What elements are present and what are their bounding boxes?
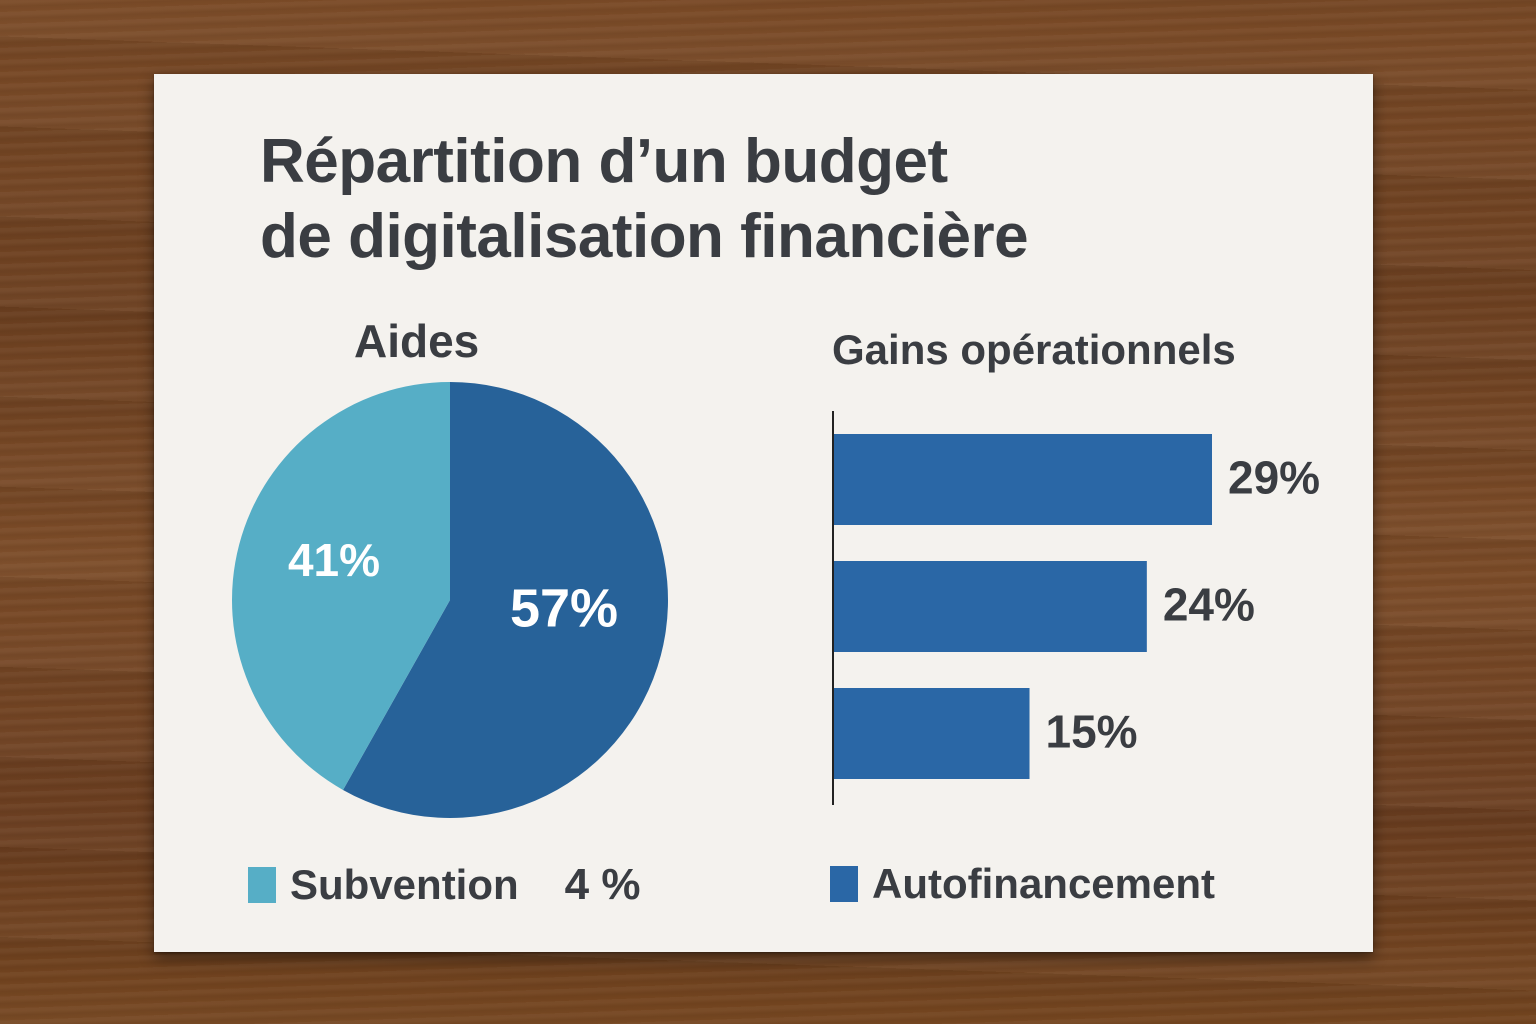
title-line-2: de digitalisation financière: [260, 202, 1029, 271]
legend-label-subvention: Subvention: [290, 861, 519, 908]
bar-0: [834, 434, 1212, 525]
bar-2: [834, 688, 1030, 779]
pie-chart: 57% 41%: [232, 382, 668, 818]
pie-slice-label-1: 41%: [288, 534, 380, 586]
bar-value-label-2: 15%: [1046, 706, 1138, 758]
bar-chart-title: Gains opérationnels: [832, 326, 1236, 373]
legend-value-subvention: 4 %: [564, 860, 641, 909]
bar-1: [834, 561, 1147, 652]
chart-card: Répartition d’un budget de digitalisatio…: [154, 74, 1373, 952]
legend-autofinancement: Autofinancement: [830, 860, 1215, 908]
chart-title: Répartition d’un budget de digitalisatio…: [260, 124, 1029, 274]
bar-value-label-0: 29%: [1228, 452, 1320, 504]
bar-value-label-1: 24%: [1163, 579, 1255, 631]
pie-slice-0: [343, 382, 668, 818]
pie-slice-1: [232, 382, 450, 790]
title-line-1: Répartition d’un budget: [260, 127, 948, 196]
pie-chart-title: Aides: [354, 315, 480, 367]
legend-subvention: Subvention 4 %: [248, 860, 641, 910]
pie-slice-label-0: 57%: [510, 578, 618, 638]
legend-swatch-light-blue: [248, 867, 276, 903]
legend-swatch-dark-blue: [830, 866, 858, 902]
legend-label-autofinancement: Autofinancement: [872, 860, 1216, 907]
bar-chart: 29% 24% 15%: [832, 411, 1320, 805]
